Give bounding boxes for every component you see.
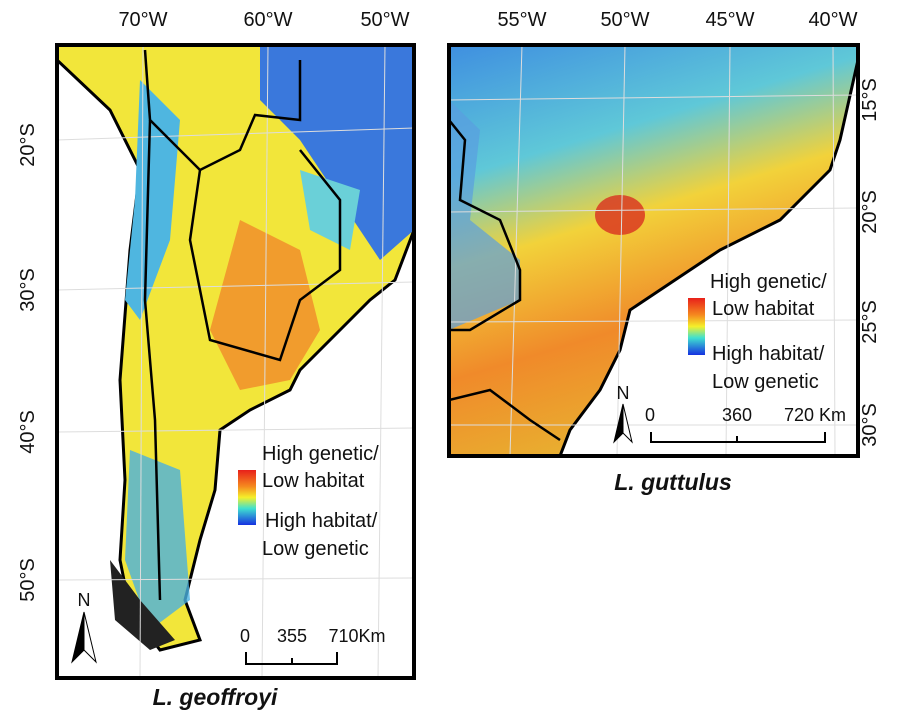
latitude-label: 15°S — [859, 78, 881, 122]
north-arrow — [83, 611, 97, 664]
frame — [447, 43, 860, 458]
legend-text: Low genetic — [262, 538, 369, 560]
map-guttulus — [449, 45, 858, 456]
latitude-label: 40°S — [17, 410, 39, 454]
map-geoffroyi — [57, 45, 414, 678]
legend-text: High genetic/ — [710, 271, 827, 293]
latitude-label: 50°S — [17, 558, 39, 602]
frame — [55, 43, 416, 680]
longitude-label: 50°W — [360, 9, 409, 31]
scale-label: 0 — [645, 405, 655, 425]
legend-text: High habitat/ — [265, 510, 378, 532]
legend-bar — [238, 470, 256, 525]
panel-title: L. guttulus — [614, 469, 732, 495]
scale-label: 720 Km — [784, 405, 846, 425]
latitude-label: 30°S — [859, 403, 881, 447]
legend-text: Low genetic — [712, 371, 819, 393]
longitude-label: 40°W — [808, 9, 857, 31]
scale-bar — [650, 432, 826, 443]
panel-title: L. geoffroyi — [153, 684, 278, 710]
legend-text: High genetic/ — [262, 443, 379, 465]
scale-bar — [245, 652, 338, 665]
longitude-label: 60°W — [243, 9, 292, 31]
legend-text: Low habitat — [712, 298, 815, 320]
longitude-label: 45°W — [705, 9, 754, 31]
latitude-label: 25°S — [859, 300, 881, 344]
legend-bar — [688, 298, 705, 355]
north-arrow — [622, 403, 633, 444]
scale-label: 360 — [722, 405, 752, 425]
scale-label: 0 — [240, 626, 250, 646]
legend-text: Low habitat — [262, 470, 365, 492]
north-label: N — [617, 383, 630, 403]
longitude-label: 55°W — [497, 9, 546, 31]
legend-text: High habitat/ — [712, 343, 825, 365]
latitude-label: 20°S — [859, 190, 881, 234]
latitude-label: 20°S — [17, 123, 39, 167]
scale-label: 710Km — [328, 626, 385, 646]
longitude-label: 70°W — [118, 9, 167, 31]
longitude-label: 50°W — [600, 9, 649, 31]
latitude-label: 30°S — [17, 268, 39, 312]
north-arrow — [71, 611, 85, 664]
scale-label: 355 — [277, 626, 307, 646]
north-label: N — [78, 590, 91, 610]
